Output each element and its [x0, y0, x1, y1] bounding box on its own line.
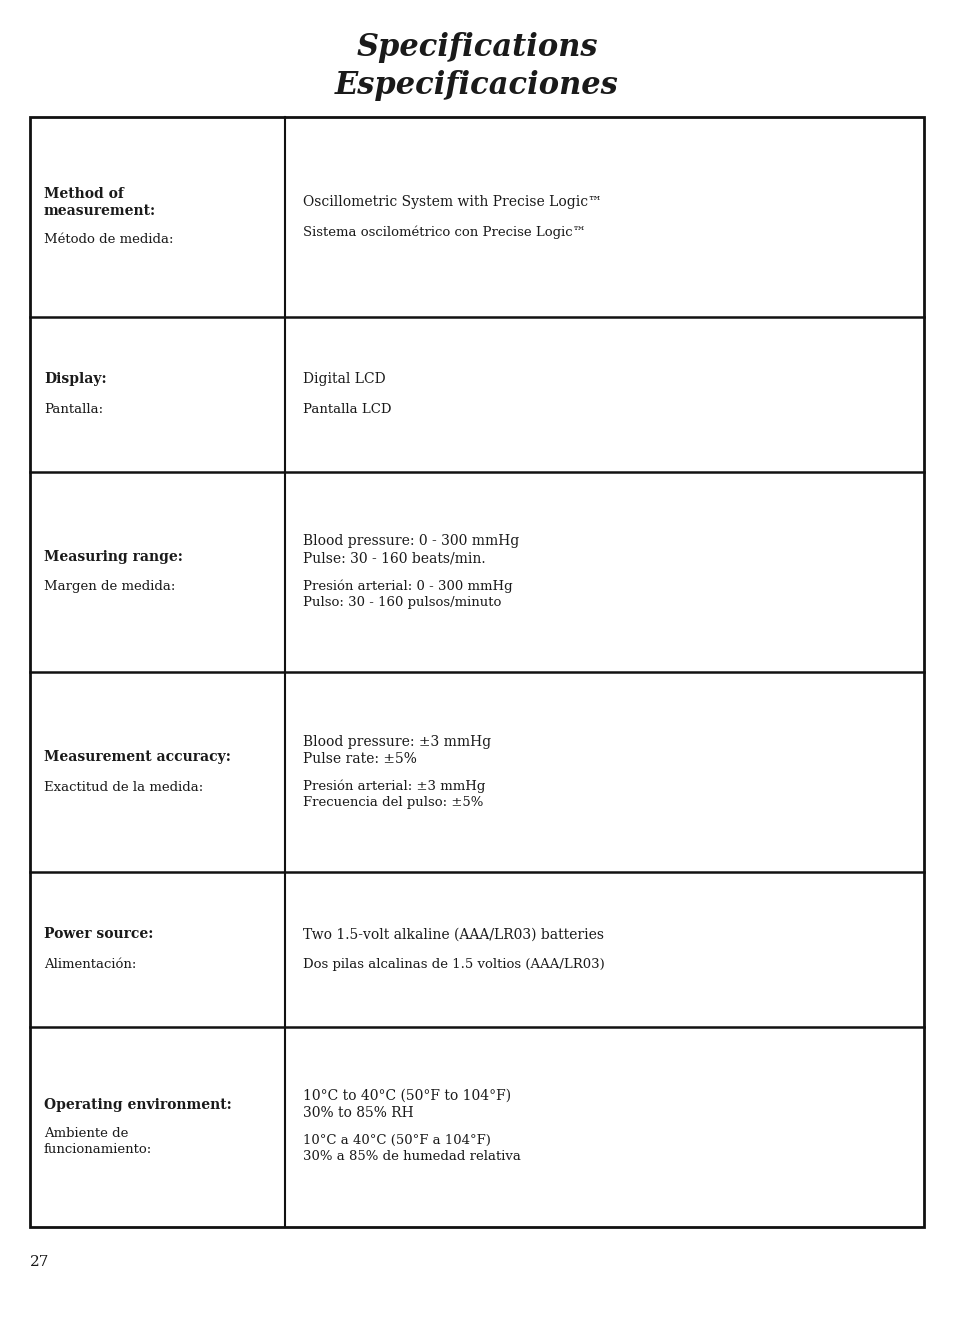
Text: Power source:: Power source: [44, 928, 153, 941]
Text: Especificaciones: Especificaciones [335, 70, 618, 101]
Text: 27: 27 [30, 1255, 50, 1269]
Text: Measuring range:: Measuring range: [44, 549, 183, 564]
Text: Dos pilas alcalinas de 1.5 voltios (AAA/LR03): Dos pilas alcalinas de 1.5 voltios (AAA/… [302, 958, 604, 971]
Text: Presión arterial: 0 - 300 mmHg
Pulso: 30 - 160 pulsos/minuto: Presión arterial: 0 - 300 mmHg Pulso: 30… [302, 579, 512, 609]
Text: Pantalla LCD: Pantalla LCD [302, 403, 391, 415]
Text: Two 1.5-volt alkaline (AAA/LR03) batteries: Two 1.5-volt alkaline (AAA/LR03) batteri… [302, 928, 603, 941]
Text: Pantalla:: Pantalla: [44, 403, 103, 415]
Text: Blood pressure: ±3 mmHg
Pulse rate: ±5%: Blood pressure: ±3 mmHg Pulse rate: ±5% [302, 735, 491, 766]
Text: 10°C to 40°C (50°F to 104°F)
30% to 85% RH: 10°C to 40°C (50°F to 104°F) 30% to 85% … [302, 1089, 511, 1120]
Text: Método de medida:: Método de medida: [44, 232, 173, 245]
Text: Operating environment:: Operating environment: [44, 1097, 232, 1112]
Text: Blood pressure: 0 - 300 mmHg
Pulse: 30 - 160 beats/min.: Blood pressure: 0 - 300 mmHg Pulse: 30 -… [302, 535, 518, 565]
Text: 10°C a 40°C (50°F a 104°F)
30% a 85% de humedad relativa: 10°C a 40°C (50°F a 104°F) 30% a 85% de … [302, 1135, 520, 1164]
Text: Display:: Display: [44, 373, 107, 386]
Text: Measurement accuracy:: Measurement accuracy: [44, 750, 231, 764]
Text: Method of
measurement:: Method of measurement: [44, 187, 156, 218]
Text: Margen de medida:: Margen de medida: [44, 580, 175, 593]
Text: Sistema oscilométrico con Precise Logic™: Sistema oscilométrico con Precise Logic™ [302, 226, 585, 239]
Text: Presión arterial: ±3 mmHg
Frecuencia del pulso: ±5%: Presión arterial: ±3 mmHg Frecuencia del… [302, 779, 485, 809]
Text: Exactitud de la medida:: Exactitud de la medida: [44, 780, 203, 794]
Text: Specifications: Specifications [355, 32, 598, 62]
Text: Digital LCD: Digital LCD [302, 373, 385, 386]
Text: Alimentación:: Alimentación: [44, 958, 136, 971]
Text: Ambiente de
funcionamiento:: Ambiente de funcionamiento: [44, 1128, 152, 1156]
Bar [30, 117, 923, 1227]
Text: Oscillometric System with Precise Logic™: Oscillometric System with Precise Logic™ [302, 195, 601, 210]
